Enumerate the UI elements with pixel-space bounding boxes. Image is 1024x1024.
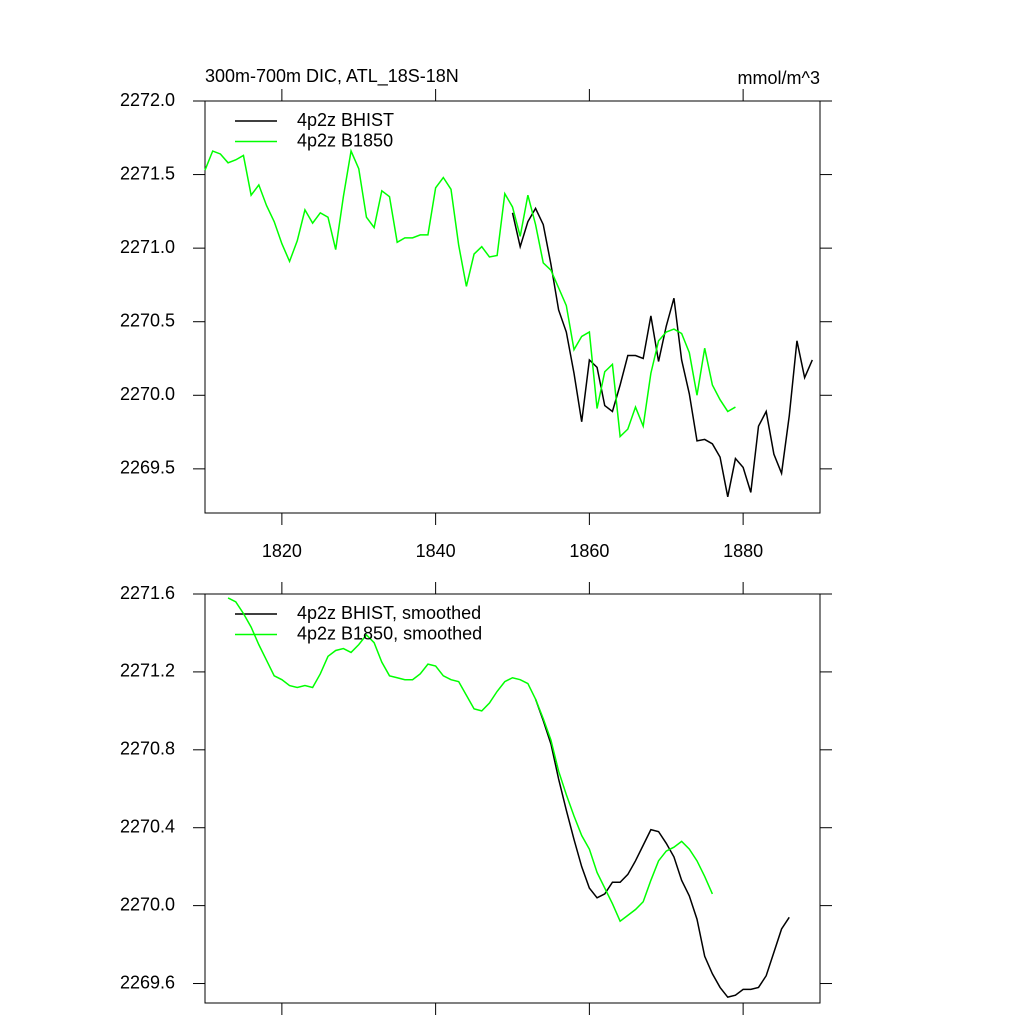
- chart-title: 300m-700m DIC, ATL_18S-18N: [205, 66, 459, 87]
- y-tick-label: 2270.4: [120, 816, 175, 836]
- plot-frame: [204, 593, 821, 1004]
- y-tick-label: 2271.6: [120, 583, 175, 603]
- plot-frame: [204, 100, 821, 514]
- y-tick-label: 2270.0: [120, 894, 175, 914]
- legend-label: 4p2z B1850, smoothed: [297, 623, 482, 643]
- x-tick-label: 1840: [416, 541, 456, 561]
- series-line: [511, 206, 813, 497]
- y-tick-label: 2269.5: [120, 458, 175, 478]
- series-line: [227, 597, 714, 923]
- y-tick-label: 2270.8: [120, 739, 175, 759]
- y-tick-label: 2271.5: [120, 163, 175, 183]
- x-tick-label: 1880: [723, 541, 763, 561]
- y-tick-label: 2272.0: [120, 90, 175, 110]
- legend-label: 4p2z BHIST, smoothed: [297, 603, 481, 623]
- y-tick-label: 2270.5: [120, 310, 175, 330]
- x-tick-label: 1860: [569, 541, 609, 561]
- y-tick-label: 2269.6: [120, 972, 175, 992]
- legend-label: 4p2z B1850: [297, 130, 393, 150]
- x-tick-label: 1820: [262, 541, 302, 561]
- legend-label: 4p2z BHIST: [297, 110, 394, 130]
- y-tick-label: 2270.0: [120, 384, 175, 404]
- y-tick-label: 2271.0: [120, 237, 175, 257]
- series-line: [204, 148, 736, 439]
- series-line: [534, 698, 790, 999]
- units-label: mmol/m^3: [738, 68, 820, 88]
- y-tick-label: 2271.2: [120, 661, 175, 681]
